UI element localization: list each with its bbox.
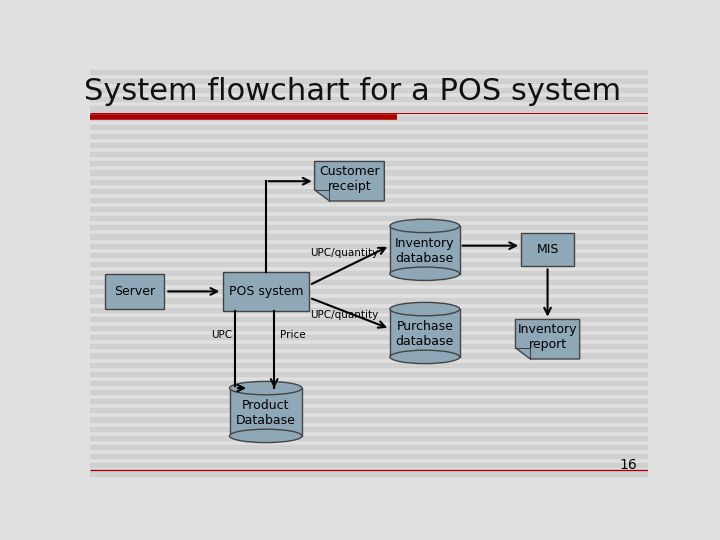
Bar (90, 454, 648, 458)
Text: System flowchart for a POS system: System flowchart for a POS system (84, 77, 621, 106)
Bar (230, 388, 302, 436)
Bar (90, 88, 648, 92)
Text: POS system: POS system (228, 285, 303, 298)
Text: UPC/quantity: UPC/quantity (310, 310, 379, 320)
Bar (390, 309, 459, 357)
Ellipse shape (230, 429, 302, 443)
Bar (90, 198, 648, 202)
Bar (90, 152, 648, 156)
Bar (90, 216, 648, 220)
Bar (90, 244, 648, 248)
Bar (90, 299, 648, 302)
Ellipse shape (390, 350, 459, 363)
Bar (90, 280, 648, 285)
Bar (90, 116, 648, 120)
Bar (90, 399, 648, 403)
Bar (90, 362, 648, 367)
Bar (90, 390, 648, 394)
Bar (90, 253, 648, 257)
Polygon shape (315, 161, 384, 201)
Bar (90, 70, 648, 74)
Bar (90, 171, 648, 174)
Bar (90, 125, 648, 129)
Bar (90, 472, 648, 476)
Bar (90, 134, 648, 138)
Bar (90, 436, 648, 440)
Text: UPC/quantity: UPC/quantity (310, 248, 379, 258)
Bar (90, 234, 648, 239)
FancyBboxPatch shape (521, 233, 574, 266)
Text: Server: Server (114, 285, 156, 298)
Bar (90, 289, 648, 294)
Bar (90, 271, 648, 275)
Bar (90, 97, 648, 102)
FancyBboxPatch shape (222, 272, 309, 311)
Bar (90, 463, 648, 467)
Text: MIS: MIS (536, 244, 559, 256)
FancyBboxPatch shape (105, 274, 164, 309)
Bar (90, 308, 648, 312)
Bar (90, 79, 648, 83)
Bar (90, 427, 648, 431)
Bar (90, 326, 648, 330)
Bar (90, 143, 648, 147)
Bar (90, 372, 648, 376)
Bar (90, 207, 648, 211)
Text: Price: Price (280, 330, 305, 340)
Text: Product
Database: Product Database (236, 399, 296, 427)
Text: 16: 16 (619, 458, 637, 472)
Bar (90, 317, 648, 321)
Bar (90, 180, 648, 184)
Bar (90, 408, 648, 413)
Bar (90, 106, 648, 111)
Bar (90, 188, 648, 193)
Text: Inventory
report: Inventory report (518, 323, 577, 351)
Bar (90, 344, 648, 348)
Bar (90, 262, 648, 266)
Bar (90, 225, 648, 229)
Text: Customer
receipt: Customer receipt (319, 165, 379, 193)
Bar (90, 445, 648, 449)
Ellipse shape (230, 381, 302, 395)
Ellipse shape (390, 302, 459, 316)
Bar (90, 335, 648, 339)
Bar (90, 353, 648, 357)
Bar (90, 417, 648, 422)
Ellipse shape (390, 219, 459, 233)
Text: Inventory
database: Inventory database (395, 237, 454, 265)
Bar (90, 381, 648, 385)
Text: UPC: UPC (211, 330, 233, 340)
Bar (390, 226, 459, 274)
Bar (90, 161, 648, 165)
Polygon shape (516, 320, 580, 359)
Text: Purchase
database: Purchase database (396, 320, 454, 348)
Ellipse shape (390, 267, 459, 280)
